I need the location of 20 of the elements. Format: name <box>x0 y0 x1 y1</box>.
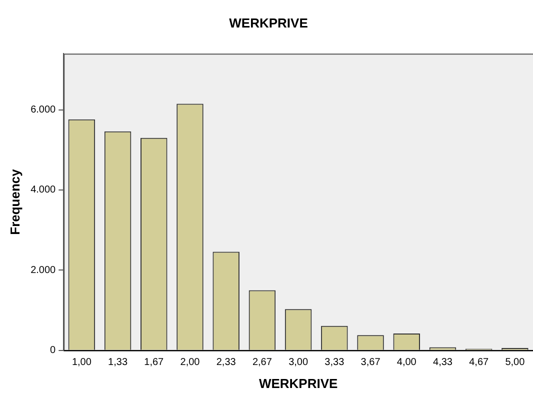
x-tick-label: 3,67 <box>360 357 381 368</box>
y-tick-label: 2.000 <box>30 264 56 276</box>
x-tick-label: 5,00 <box>505 357 526 368</box>
x-tick-label: 4,33 <box>433 357 453 368</box>
x-tick-label: 1,33 <box>108 357 128 368</box>
chart-title: WERKPRIVE <box>229 15 308 30</box>
x-tick-label: 2,33 <box>216 357 236 368</box>
x-tick-label: 3,33 <box>324 357 345 368</box>
x-tick-label: 2,67 <box>252 357 272 368</box>
y-axis-title: Frequency <box>7 168 22 235</box>
x-tick-label: 1,67 <box>144 357 164 368</box>
x-axis-title: WERKPRIVE <box>258 376 338 391</box>
x-tick-label: 1,00 <box>72 357 92 368</box>
x-tick-label: 3,00 <box>288 357 308 368</box>
y-tick-label: 4.000 <box>30 184 56 196</box>
y-tick-label: 6.000 <box>30 104 56 116</box>
y-tick-label: 0 <box>50 345 56 356</box>
x-tick-label: 2,00 <box>180 357 200 368</box>
x-tick-label: 4,67 <box>469 357 490 368</box>
x-tick-label: 4,00 <box>396 357 417 368</box>
